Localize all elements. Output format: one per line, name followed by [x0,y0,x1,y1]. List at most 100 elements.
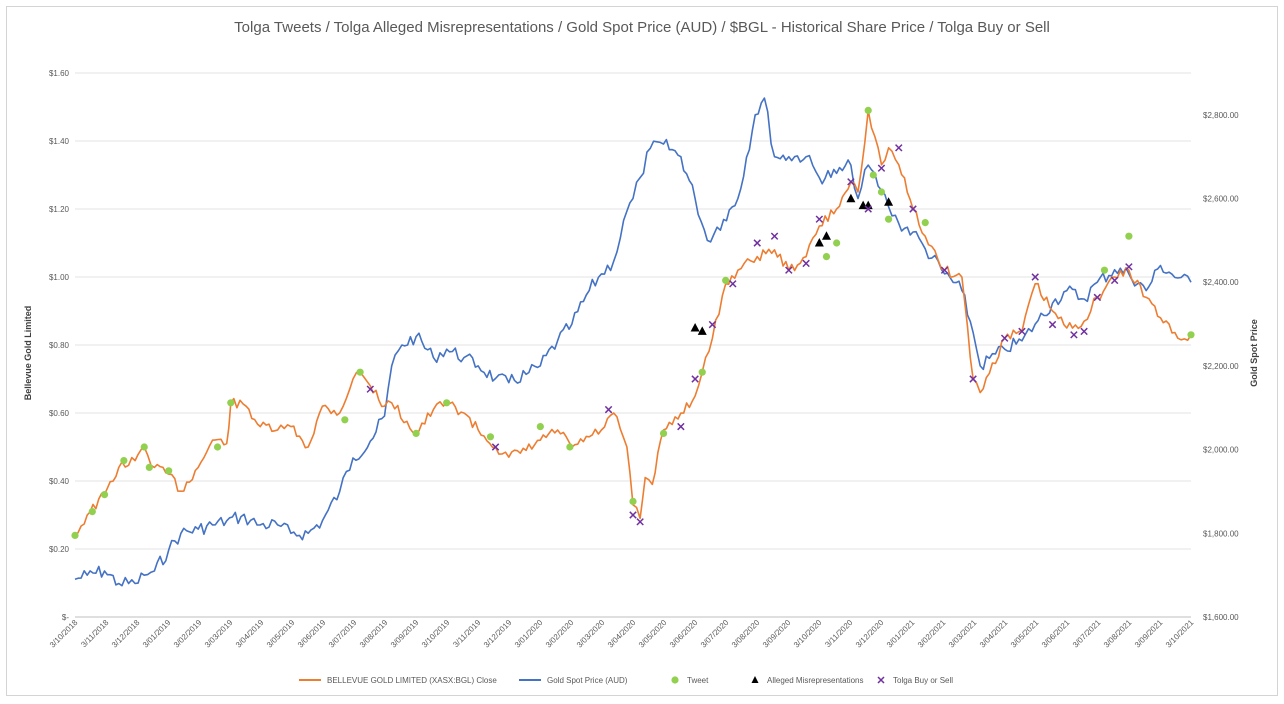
buy-sell-marker [1048,320,1057,329]
tweet-marker [341,416,349,424]
tweet-marker [1125,232,1133,240]
chart-title: Tolga Tweets / Tolga Alleged Misrepresen… [234,19,1050,36]
misrepresentation-marker [814,238,824,247]
y-tick-label: $1.40 [49,137,70,146]
y-axis-ticks: $- $0.20 $0.40 $0.60 $0.80 $1.00 $1.20 $1.40 $1.… [49,69,70,622]
legend-swatch [671,676,679,684]
x-tick-label: 3/07/2020 [699,618,731,650]
y-axis-label: Bellevue Gold Limited [23,306,33,401]
x-tick-label: 3/06/2020 [668,618,700,650]
legend-label: Tolga Buy or Sell [893,676,953,685]
x-tick-label: 3/10/2021 [1164,618,1196,650]
buy-sell-marker [629,511,637,519]
x-tick-label: 3/03/2020 [575,618,607,650]
y2-tick-label: $1,800.00 [1203,529,1239,538]
x-axis-ticks: 3/10/2018 3/11/2018 3/12/2018 3/01/2019 3/02… [48,616,1196,650]
series-lines [74,97,1192,587]
series-line [74,109,1192,536]
x-tick-label: 3/10/2020 [792,618,824,650]
buy-sell-marker [1125,263,1133,271]
tweet-marker [100,491,109,499]
tweet-marker [145,463,153,471]
buy-sell-marker [802,259,810,268]
x-tick-label: 3/11/2019 [451,618,482,649]
misrepresentation-marker [846,193,856,203]
y2-tick-label: $2,600.00 [1203,195,1239,204]
buy-sell-marker [770,232,779,240]
y2-tick-label: $2,400.00 [1203,278,1239,287]
y-tick-label: $- [62,613,69,622]
tweet-marker [822,253,831,261]
tweet-marker [659,429,668,437]
tweet-marker [833,239,841,247]
tweet-marker [412,429,420,437]
buy-sell-marker [366,385,375,393]
tweet-marker [722,276,730,284]
x-tick-label: 3/02/2019 [172,618,204,650]
buy-sell-marker [1018,327,1026,336]
x-tick-label: 3/05/2019 [265,618,297,650]
tweet-marker [869,171,877,179]
x-tick-label: 3/01/2021 [885,618,917,650]
tweet-marker [140,443,148,451]
gridlines [75,72,1191,618]
buy-sell-marker [815,215,824,223]
x-tick-label: 3/11/2020 [823,618,854,649]
chart: Tolga Tweets / Tolga Alleged Misrepresen… [23,19,1259,685]
x-tick-label: 3/10/2018 [48,618,80,650]
series-markers [71,106,1195,540]
buy-sell-marker [864,205,872,213]
buy-sell-marker [969,375,977,383]
x-tick-label: 3/05/2021 [1009,618,1041,650]
legend: BELLEVUE GOLD LIMITED (XASX:BGL) Close Go… [299,676,953,685]
misrepresentation-marker [690,323,700,332]
x-tick-label: 3/06/2021 [1040,618,1072,650]
tweet-marker [1100,266,1109,274]
x-tick-label: 3/01/2020 [513,618,545,650]
tweet-marker [71,531,79,540]
tweet-marker [884,215,893,223]
x-tick-label: 3/09/2020 [761,618,793,650]
tweet-marker [1187,331,1195,339]
y2-axis-ticks: $1,600.00 $1,800.00 $2,000.00 $2,200.00 $2,4… [1203,111,1239,622]
x-tick-label: 3/10/2019 [420,618,452,650]
x-tick-label: 3/12/2020 [854,618,886,650]
x-tick-label: 3/09/2019 [389,618,421,650]
tweet-marker [566,443,574,451]
x-tick-label: 3/08/2019 [358,618,390,650]
x-tick-label: 3/02/2021 [916,618,948,650]
buy-sell-marker [708,320,717,329]
y2-tick-label: $2,200.00 [1203,362,1239,371]
x-tick-label: 3/08/2020 [730,618,762,650]
y-tick-label: $1.20 [49,205,70,214]
buy-sell-marker [1110,276,1119,285]
buy-sell-marker [753,239,761,247]
x-tick-label: 3/12/2019 [482,618,514,650]
buy-sell-marker [895,144,903,152]
buy-sell-marker [1080,327,1088,336]
y2-tick-label: $1,600.00 [1203,613,1239,622]
buy-sell-marker [1070,331,1078,339]
tweet-marker [864,106,872,114]
buy-sell-marker [729,280,737,288]
x-tick-label: 3/11/2018 [79,618,110,649]
legend-label: Gold Spot Price (AUD) [547,676,628,685]
buy-sell-marker [1000,334,1009,342]
y-tick-label: $0.40 [49,477,70,486]
misrepresentation-marker [821,231,831,240]
legend-swatch [877,676,885,684]
tweet-marker [120,457,128,465]
buy-sell-marker [677,422,685,431]
buy-sell-marker [691,375,699,383]
legend-label: Tweet [687,676,709,685]
x-tick-label: 3/05/2020 [637,618,669,650]
tweet-marker [536,423,544,431]
tweet-marker [213,443,222,451]
buy-sell-marker [636,518,644,526]
tweet-marker [921,219,929,227]
x-tick-label: 3/04/2021 [978,618,1010,650]
tweet-marker [227,399,235,407]
tweet-marker [698,368,706,376]
x-tick-label: 3/07/2021 [1071,618,1103,650]
series-line [74,97,1192,587]
